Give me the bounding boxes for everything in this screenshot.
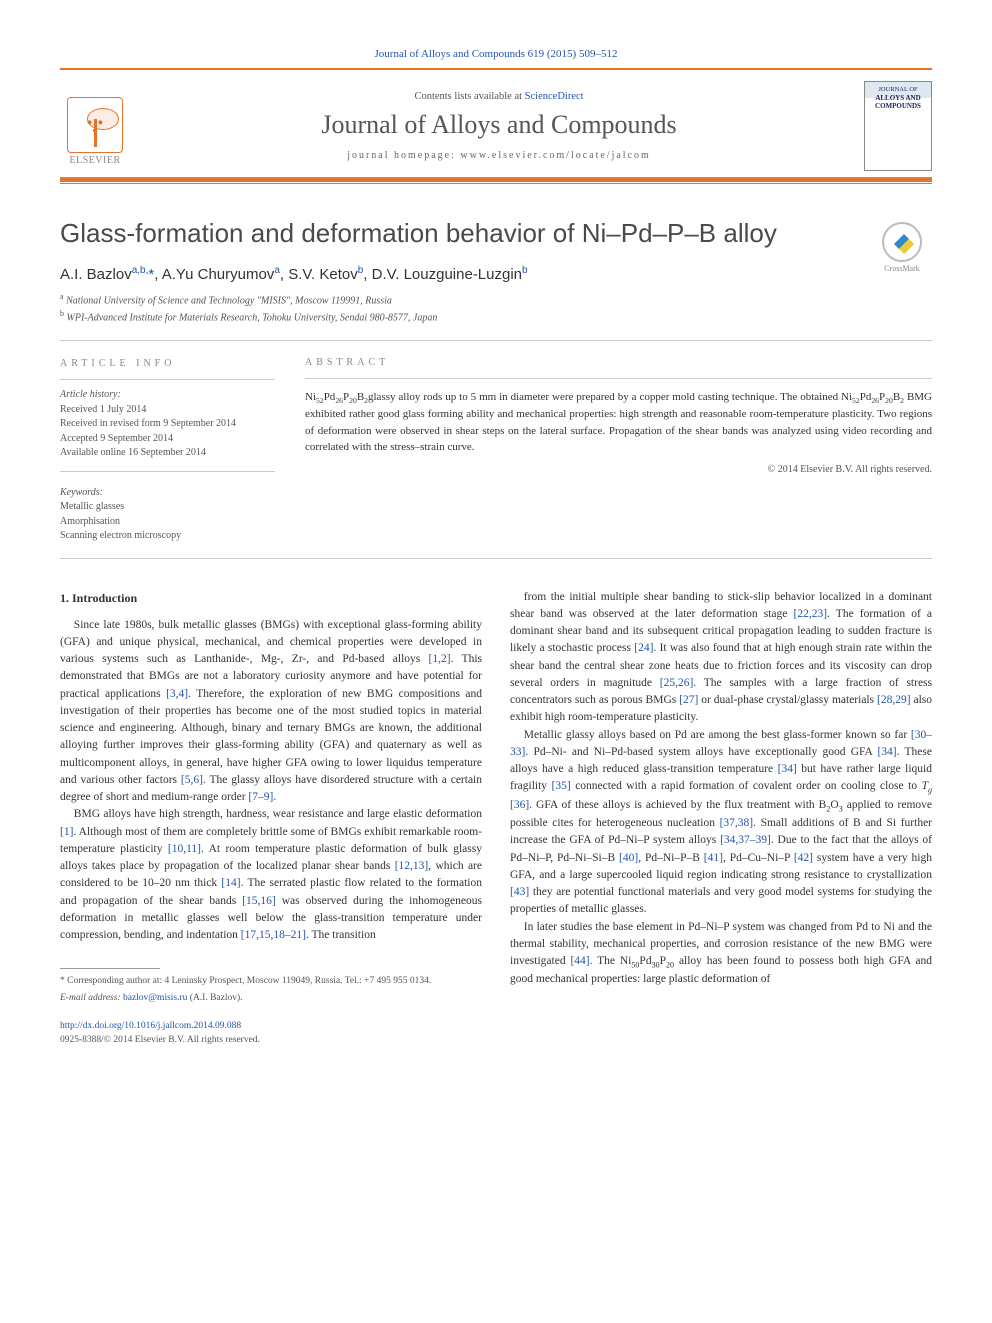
divider-orange-double	[60, 178, 932, 184]
author-1: A.I. Bazlova,b,*	[60, 266, 154, 283]
crossmark-icon	[882, 222, 922, 262]
journal-cover-thumb: JOURNAL OF ALLOYS AND COMPOUNDS	[864, 81, 932, 171]
crossmark-badge[interactable]: CrossMark	[872, 222, 932, 273]
history-line-2: Received in revised form 9 September 201…	[60, 417, 275, 432]
author-4: D.V. Louzguine-Luzginb	[372, 266, 528, 283]
history-line-4: Available online 16 September 2014	[60, 446, 275, 461]
body-col-right: from the initial multiple shear banding …	[510, 589, 932, 1048]
issn-copyright: 0925-8388/© 2014 Elsevier B.V. All right…	[60, 1033, 482, 1047]
abstract-column: ABSTRACT Ni52Pd26P20B2glassy alloy rods …	[305, 357, 932, 544]
divider	[60, 340, 932, 341]
intro-p5: In later studies the base element in Pd–…	[510, 919, 932, 989]
cover-main: ALLOYS AND COMPOUNDS	[867, 95, 929, 110]
intro-p3: from the initial multiple shear banding …	[510, 589, 932, 727]
history-heading: Article history:	[60, 388, 275, 403]
keyword-1: Metallic glasses	[60, 500, 275, 515]
affil-b: WPI-Advanced Institute for Materials Res…	[67, 313, 438, 324]
article-info-heading: ARTICLE INFO	[60, 357, 275, 372]
intro-p4: Metallic glassy alloys based on Pd are a…	[510, 727, 932, 919]
doi-block: http://dx.doi.org/10.1016/j.jallcom.2014…	[60, 1019, 482, 1048]
author-2: A.Yu Churyumova	[162, 266, 280, 283]
body-col-left: 1. Introduction Since late 1980s, bulk m…	[60, 589, 482, 1048]
section-heading-intro: 1. Introduction	[60, 589, 482, 607]
abstract-heading: ABSTRACT	[305, 357, 932, 368]
contents-text: Contents lists available at	[414, 91, 524, 102]
elsevier-tree-icon	[67, 97, 123, 153]
article-info-column: ARTICLE INFO Article history: Received 1…	[60, 357, 275, 544]
keyword-2: Amorphisation	[60, 515, 275, 530]
elsevier-wordmark: ELSEVIER	[69, 155, 120, 166]
divider-orange	[60, 68, 932, 70]
header-citation: Journal of Alloys and Compounds 619 (201…	[60, 48, 932, 60]
abstract-text: Ni52Pd26P20B2glassy alloy rods up to 5 m…	[305, 389, 932, 456]
masthead: ELSEVIER Contents lists available at Sci…	[60, 71, 932, 178]
email-label: E-mail address:	[60, 993, 121, 1003]
journal-name: Journal of Alloys and Compounds	[144, 110, 854, 140]
keywords-heading: Keywords:	[60, 486, 275, 501]
intro-p2: BMG alloys have high strength, hardness,…	[60, 806, 482, 944]
email-suffix: (A.I. Bazlov).	[190, 993, 243, 1003]
body-columns: 1. Introduction Since late 1980s, bulk m…	[60, 589, 932, 1048]
keyword-3: Scanning electron microscopy	[60, 529, 275, 544]
email-link[interactable]: bazlov@misis.ru	[123, 993, 187, 1003]
abstract-copyright: © 2014 Elsevier B.V. All rights reserved…	[305, 464, 932, 475]
sciencedirect-link[interactable]: ScienceDirect	[525, 91, 584, 102]
crossmark-label: CrossMark	[872, 264, 932, 273]
author-3: S.V. Ketovb	[288, 266, 363, 283]
footnote-block: * Corresponding author at: 4 Leninsky Pr…	[60, 968, 482, 1005]
history-line-1: Received 1 July 2014	[60, 403, 275, 418]
affiliations: a National University of Science and Tec…	[60, 291, 932, 326]
history-line-3: Accepted 9 September 2014	[60, 432, 275, 447]
corresponding-footnote: * Corresponding author at: 4 Leninsky Pr…	[60, 975, 482, 988]
journal-homepage: journal homepage: www.elsevier.com/locat…	[144, 150, 854, 161]
affil-a: National University of Science and Techn…	[66, 295, 392, 306]
intro-p1: Since late 1980s, bulk metallic glasses …	[60, 617, 482, 807]
cover-top: JOURNAL OF	[867, 86, 929, 93]
elsevier-logo: ELSEVIER	[60, 86, 130, 166]
doi-link[interactable]: http://dx.doi.org/10.1016/j.jallcom.2014…	[60, 1021, 241, 1031]
authors-line: A.I. Bazlova,b,*, A.Yu Churyumova, S.V. …	[60, 265, 932, 283]
contents-line: Contents lists available at ScienceDirec…	[144, 91, 854, 102]
paper-title: Glass-formation and deformation behavior…	[60, 218, 932, 249]
